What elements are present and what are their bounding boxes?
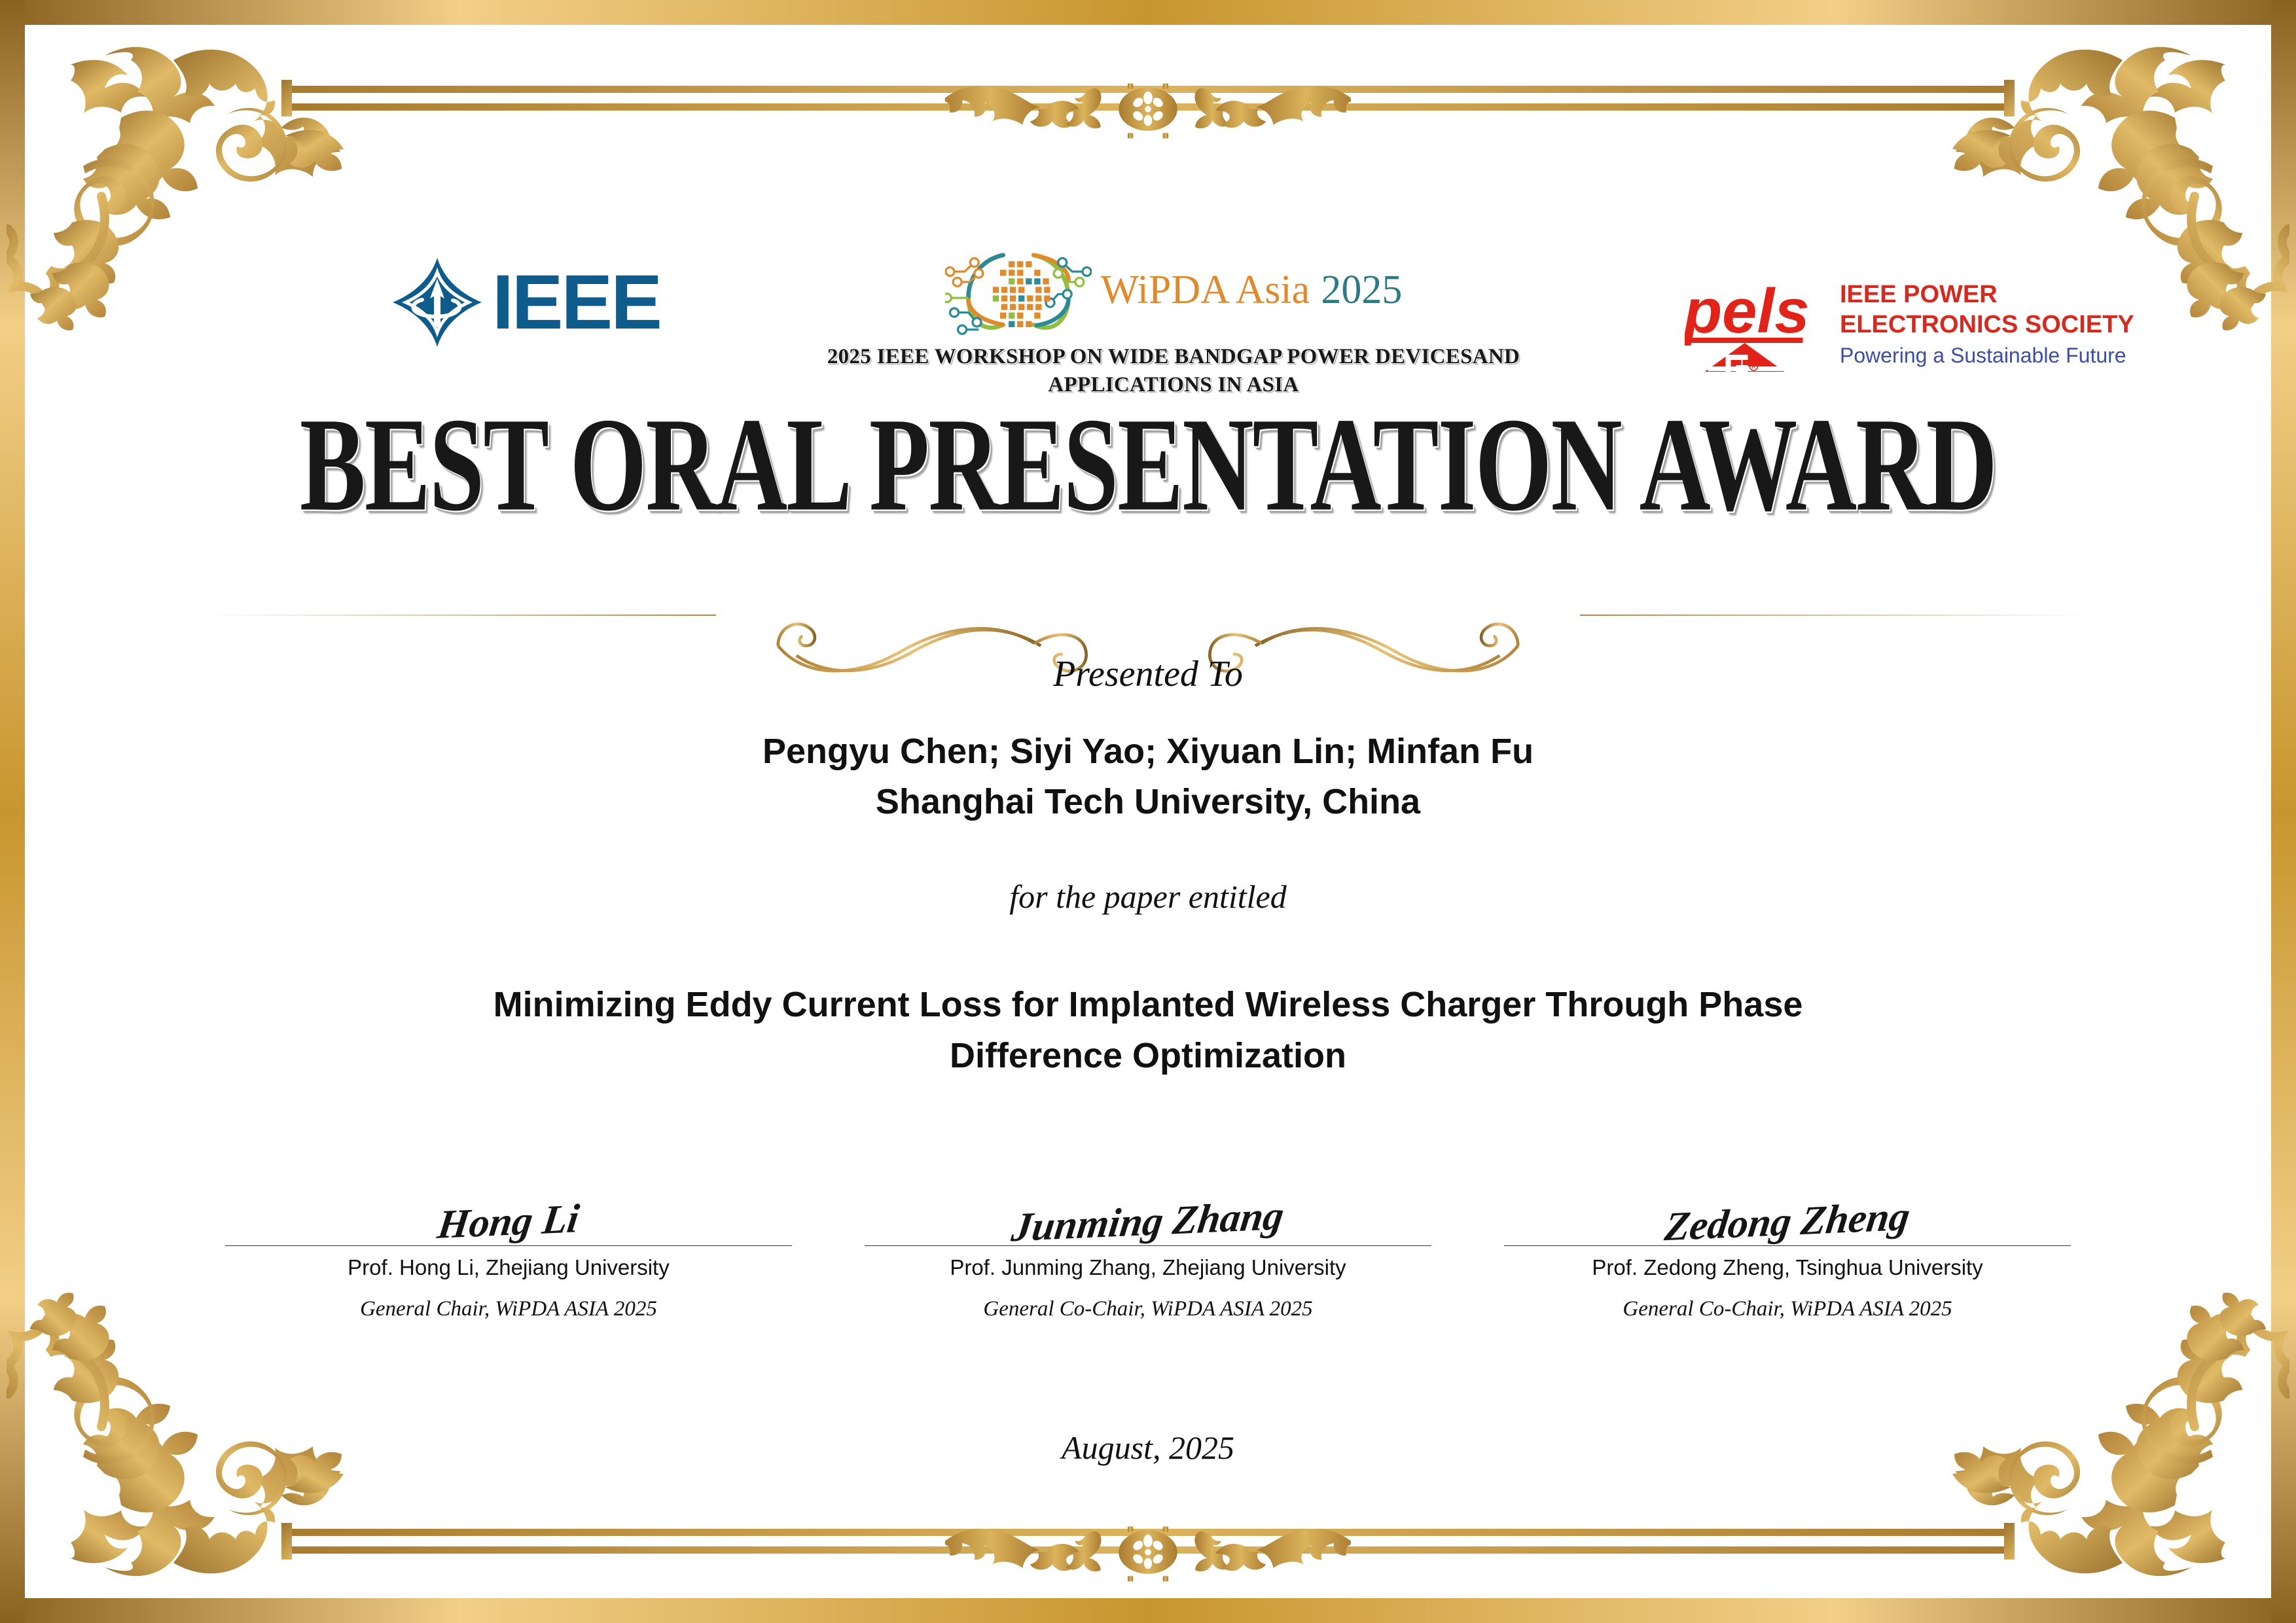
- svg-text:pels: pels: [1685, 276, 1810, 346]
- svg-text:R: R: [1752, 365, 1756, 370]
- svg-text:IEEE: IEEE: [492, 259, 660, 346]
